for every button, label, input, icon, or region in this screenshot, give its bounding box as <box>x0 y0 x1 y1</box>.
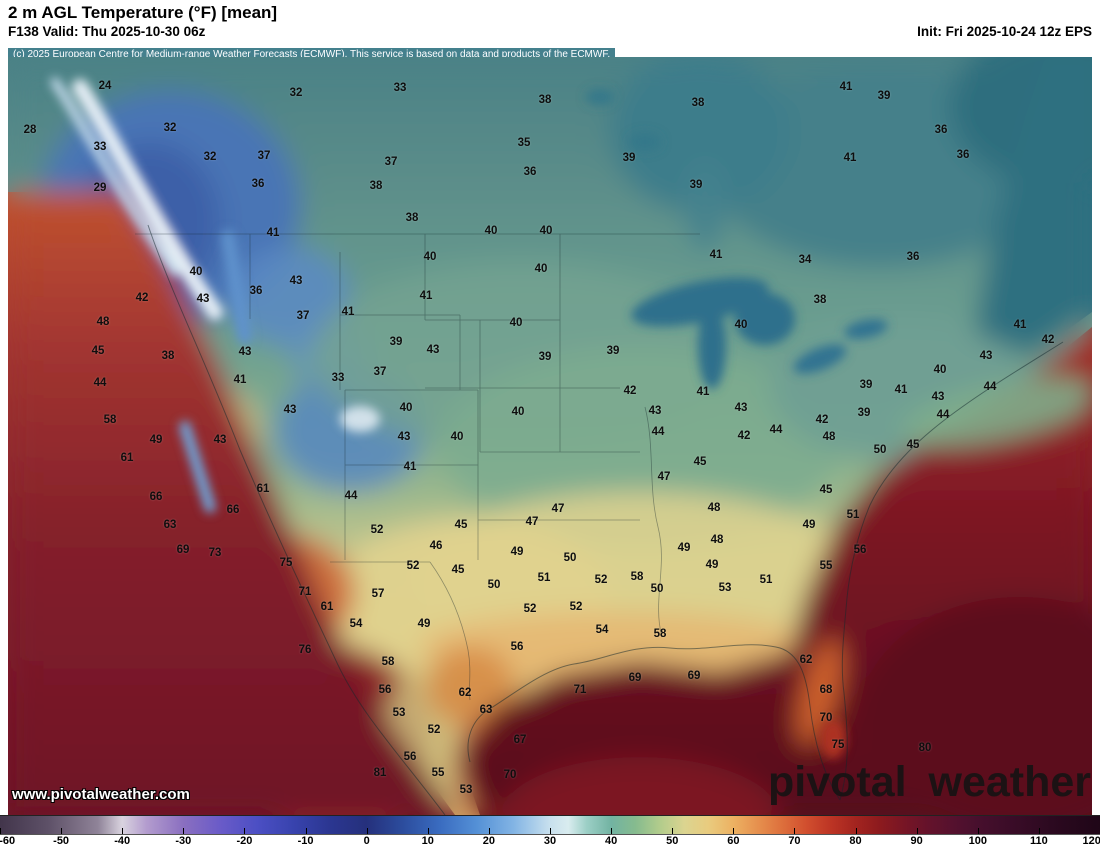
colorbar-labels: -60 -50 -40 -30 -20 -10 0 10 20 30 40 50 60 70 80 90 100… <box>0 835 1100 849</box>
colorbar-gradient <box>0 815 1100 835</box>
colorbar-tick-label: 20 <box>482 835 495 847</box>
colorbar-tickmark <box>0 828 1 834</box>
colorbar-tick-label: 120 <box>1082 835 1100 847</box>
colorbar-tickmark <box>122 828 124 834</box>
colorbar-tickmark <box>550 828 551 834</box>
colorbar-tickmark <box>733 828 735 834</box>
colorbar-tick-label: 30 <box>543 835 557 847</box>
colorbar-tickmark <box>488 828 490 834</box>
init-time-label: Init: Fri 2025-10-24 12z EPS <box>917 24 1092 39</box>
map-canvas <box>8 57 1092 815</box>
colorbar-tickmark <box>1038 828 1040 834</box>
terrain-details <box>50 77 888 759</box>
temperature-colorbar: -60 -50 -40 -30 -20 -10 0 10 20 30 40 50 60 70 80 90 100… <box>0 815 1100 850</box>
colorbar-tick-label: 90 <box>910 835 923 847</box>
coastlines <box>147 224 1064 815</box>
colorbar-tickmark <box>244 828 246 834</box>
colorbar-tick-label: 10 <box>421 835 434 847</box>
colorbar-tick-label: 100 <box>968 835 987 847</box>
state-borders <box>135 233 700 701</box>
colorbar-tickmark <box>916 828 918 834</box>
colorbar-tick-label: -30 <box>175 835 192 847</box>
colorbar-tick-label: 40 <box>604 835 618 847</box>
colorbar-tick-label: 0 <box>363 835 370 847</box>
colorbar-tickmark <box>794 828 796 834</box>
colorbar-tick-label: -50 <box>53 835 70 847</box>
colorbar-tick-label: 70 <box>788 835 801 847</box>
colorbar-tick-label: 110 <box>1030 835 1048 847</box>
map-svg <box>8 57 1092 815</box>
colorbar-tickmark <box>427 828 429 834</box>
brand-watermark: pivotal weather <box>768 758 1092 806</box>
colorbar-tickmark <box>305 828 307 834</box>
colorbar-tick-label: 50 <box>666 835 679 847</box>
colorbar-tick-label: 60 <box>727 835 740 847</box>
map-header: 2 m AGL Temperature (°F) [mean] F138 Val… <box>0 0 1100 44</box>
colorbar-tick-label: 80 <box>849 835 862 847</box>
page-title: 2 m AGL Temperature (°F) [mean] <box>8 3 278 22</box>
colorbar-tickmark <box>977 828 979 834</box>
colorbar-tick-label: -40 <box>114 835 131 847</box>
colorbar-tick-label: -10 <box>297 835 314 847</box>
temperature-field <box>8 57 1092 815</box>
colorbar-tick-label: -60 <box>0 835 16 847</box>
colorbar-tick-label: -20 <box>236 835 253 847</box>
colorbar-tickmark <box>366 828 368 834</box>
colorbar-tickmark <box>611 828 613 834</box>
valid-time-label: F138 Valid: Thu 2025-10-30 06z <box>8 24 206 39</box>
colorbar-tickmark <box>183 828 185 834</box>
copyright-strip: (c) 2025 European Centre for Medium-rang… <box>8 44 1092 61</box>
watermark-url: www.pivotalweather.com <box>12 786 190 803</box>
colorbar-tickmark <box>855 828 857 834</box>
colorbar-tickmark <box>61 828 63 834</box>
colorbar-tickmark <box>672 828 674 834</box>
